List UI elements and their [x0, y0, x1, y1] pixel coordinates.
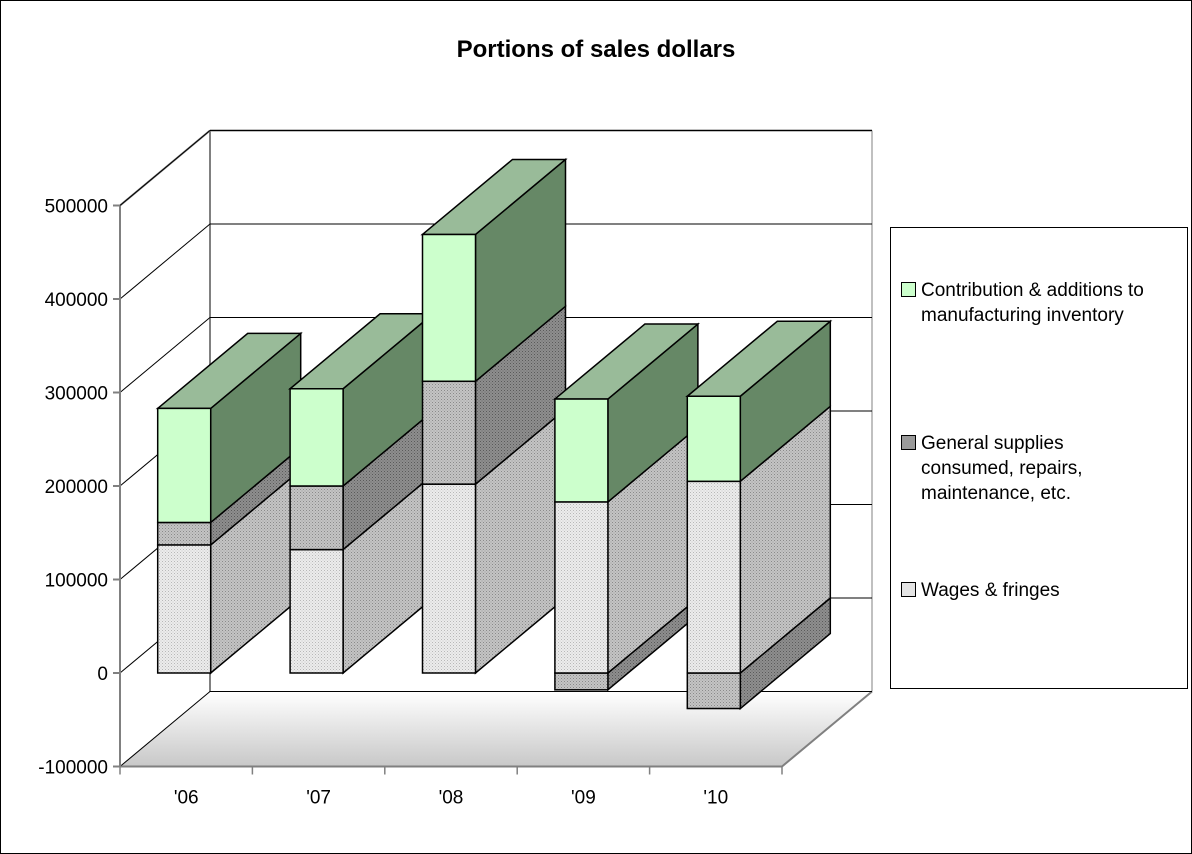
- gridline-diagonal: [119, 130, 211, 206]
- gridline-diagonal: [119, 317, 211, 393]
- x-tick-label: '07: [306, 788, 331, 809]
- y-tick-label: 500000: [45, 197, 108, 218]
- legend-swatch: [901, 582, 916, 597]
- legend-swatch: [901, 435, 916, 450]
- x-tick-label: '10: [703, 788, 728, 809]
- legend: Contribution & additions to manufacturing…: [890, 227, 1188, 689]
- floor-right-edge: [781, 690, 873, 768]
- x-tick-label: '06: [174, 788, 199, 809]
- legend-label: Wages & fringes: [921, 578, 1060, 603]
- legend-label-line: Contribution & additions to: [921, 280, 1144, 301]
- x-tick-label: '08: [439, 788, 464, 809]
- bar-segment-0: [686, 480, 742, 674]
- gridline-diagonal: [119, 223, 211, 300]
- bar-segment-2: [156, 407, 212, 524]
- bar-segment-0: [289, 548, 344, 674]
- legend-label-line: manufacturing inventory: [921, 305, 1124, 326]
- bar-segment-1: [289, 485, 344, 551]
- chart-title: Portions of sales dollars: [456, 36, 736, 63]
- legend-item: Contribution & additions to manufacturing…: [901, 278, 1181, 328]
- legend-item: Wages & fringes: [901, 578, 1181, 603]
- legend-label-line: General supplies: [921, 433, 1064, 454]
- bar-segment-0: [421, 483, 477, 674]
- y-tick-label: 100000: [45, 571, 108, 592]
- bar-segment-1: [686, 672, 742, 710]
- legend-label: Contribution & additions to manufacturing…: [921, 278, 1144, 328]
- bar-segment-1: [554, 672, 609, 691]
- y-tick-label: 200000: [45, 477, 108, 498]
- floor: [120, 691, 872, 767]
- legend-label-line: consumed, repairs,: [921, 458, 1083, 479]
- x-tick-label: '09: [571, 788, 596, 809]
- bar-segment-0: [554, 501, 609, 674]
- bar-segment-2: [289, 388, 344, 487]
- bar-segment-0: [156, 544, 212, 674]
- y-tick-label: -100000: [38, 758, 108, 779]
- gridline-diagonal: [119, 691, 211, 767]
- legend-label-line: maintenance, etc.: [921, 483, 1071, 504]
- bar-segment-1: [421, 380, 477, 485]
- legend-label: General supplies consumed, repairs, mainte…: [921, 431, 1083, 506]
- y-tick-label: 400000: [45, 290, 108, 311]
- bar-segment-2: [686, 395, 742, 483]
- legend-swatch: [901, 282, 916, 297]
- legend-label-line: Wages & fringes: [921, 580, 1060, 601]
- bar-segment-2: [421, 233, 477, 383]
- y-tick-label: 0: [97, 664, 108, 685]
- y-tick-label: 300000: [45, 384, 108, 405]
- legend-item: General supplies consumed, repairs, mainte…: [901, 431, 1181, 506]
- bar-segment-2: [554, 398, 609, 503]
- bar-segment-1: [156, 521, 212, 546]
